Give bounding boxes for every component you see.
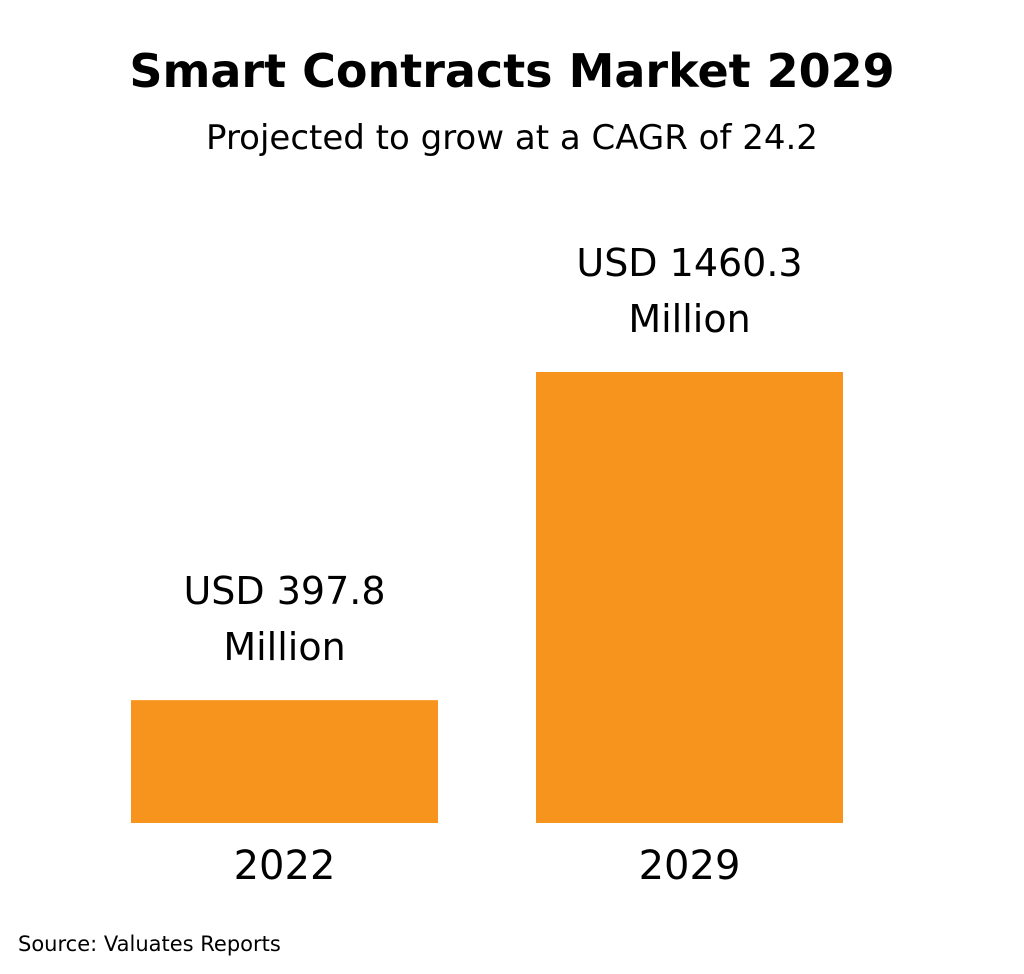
data-label-2022-line1: USD 397.8 bbox=[183, 569, 385, 613]
x-tick-label-2022: 2022 bbox=[234, 843, 336, 889]
source-note: Source: Valuates Reports bbox=[18, 932, 281, 956]
chart-title: Smart Contracts Market 2029 bbox=[129, 44, 895, 98]
bar-2029 bbox=[536, 372, 843, 823]
data-label-2022-line2: Million bbox=[223, 625, 345, 669]
x-tick-label-2029: 2029 bbox=[639, 843, 741, 889]
bar-2022 bbox=[131, 700, 438, 823]
chart-subtitle: Projected to grow at a CAGR of 24.2 bbox=[206, 118, 818, 158]
data-label-2029-line1: USD 1460.3 bbox=[576, 241, 802, 285]
data-label-2029-line2: Million bbox=[628, 297, 750, 341]
